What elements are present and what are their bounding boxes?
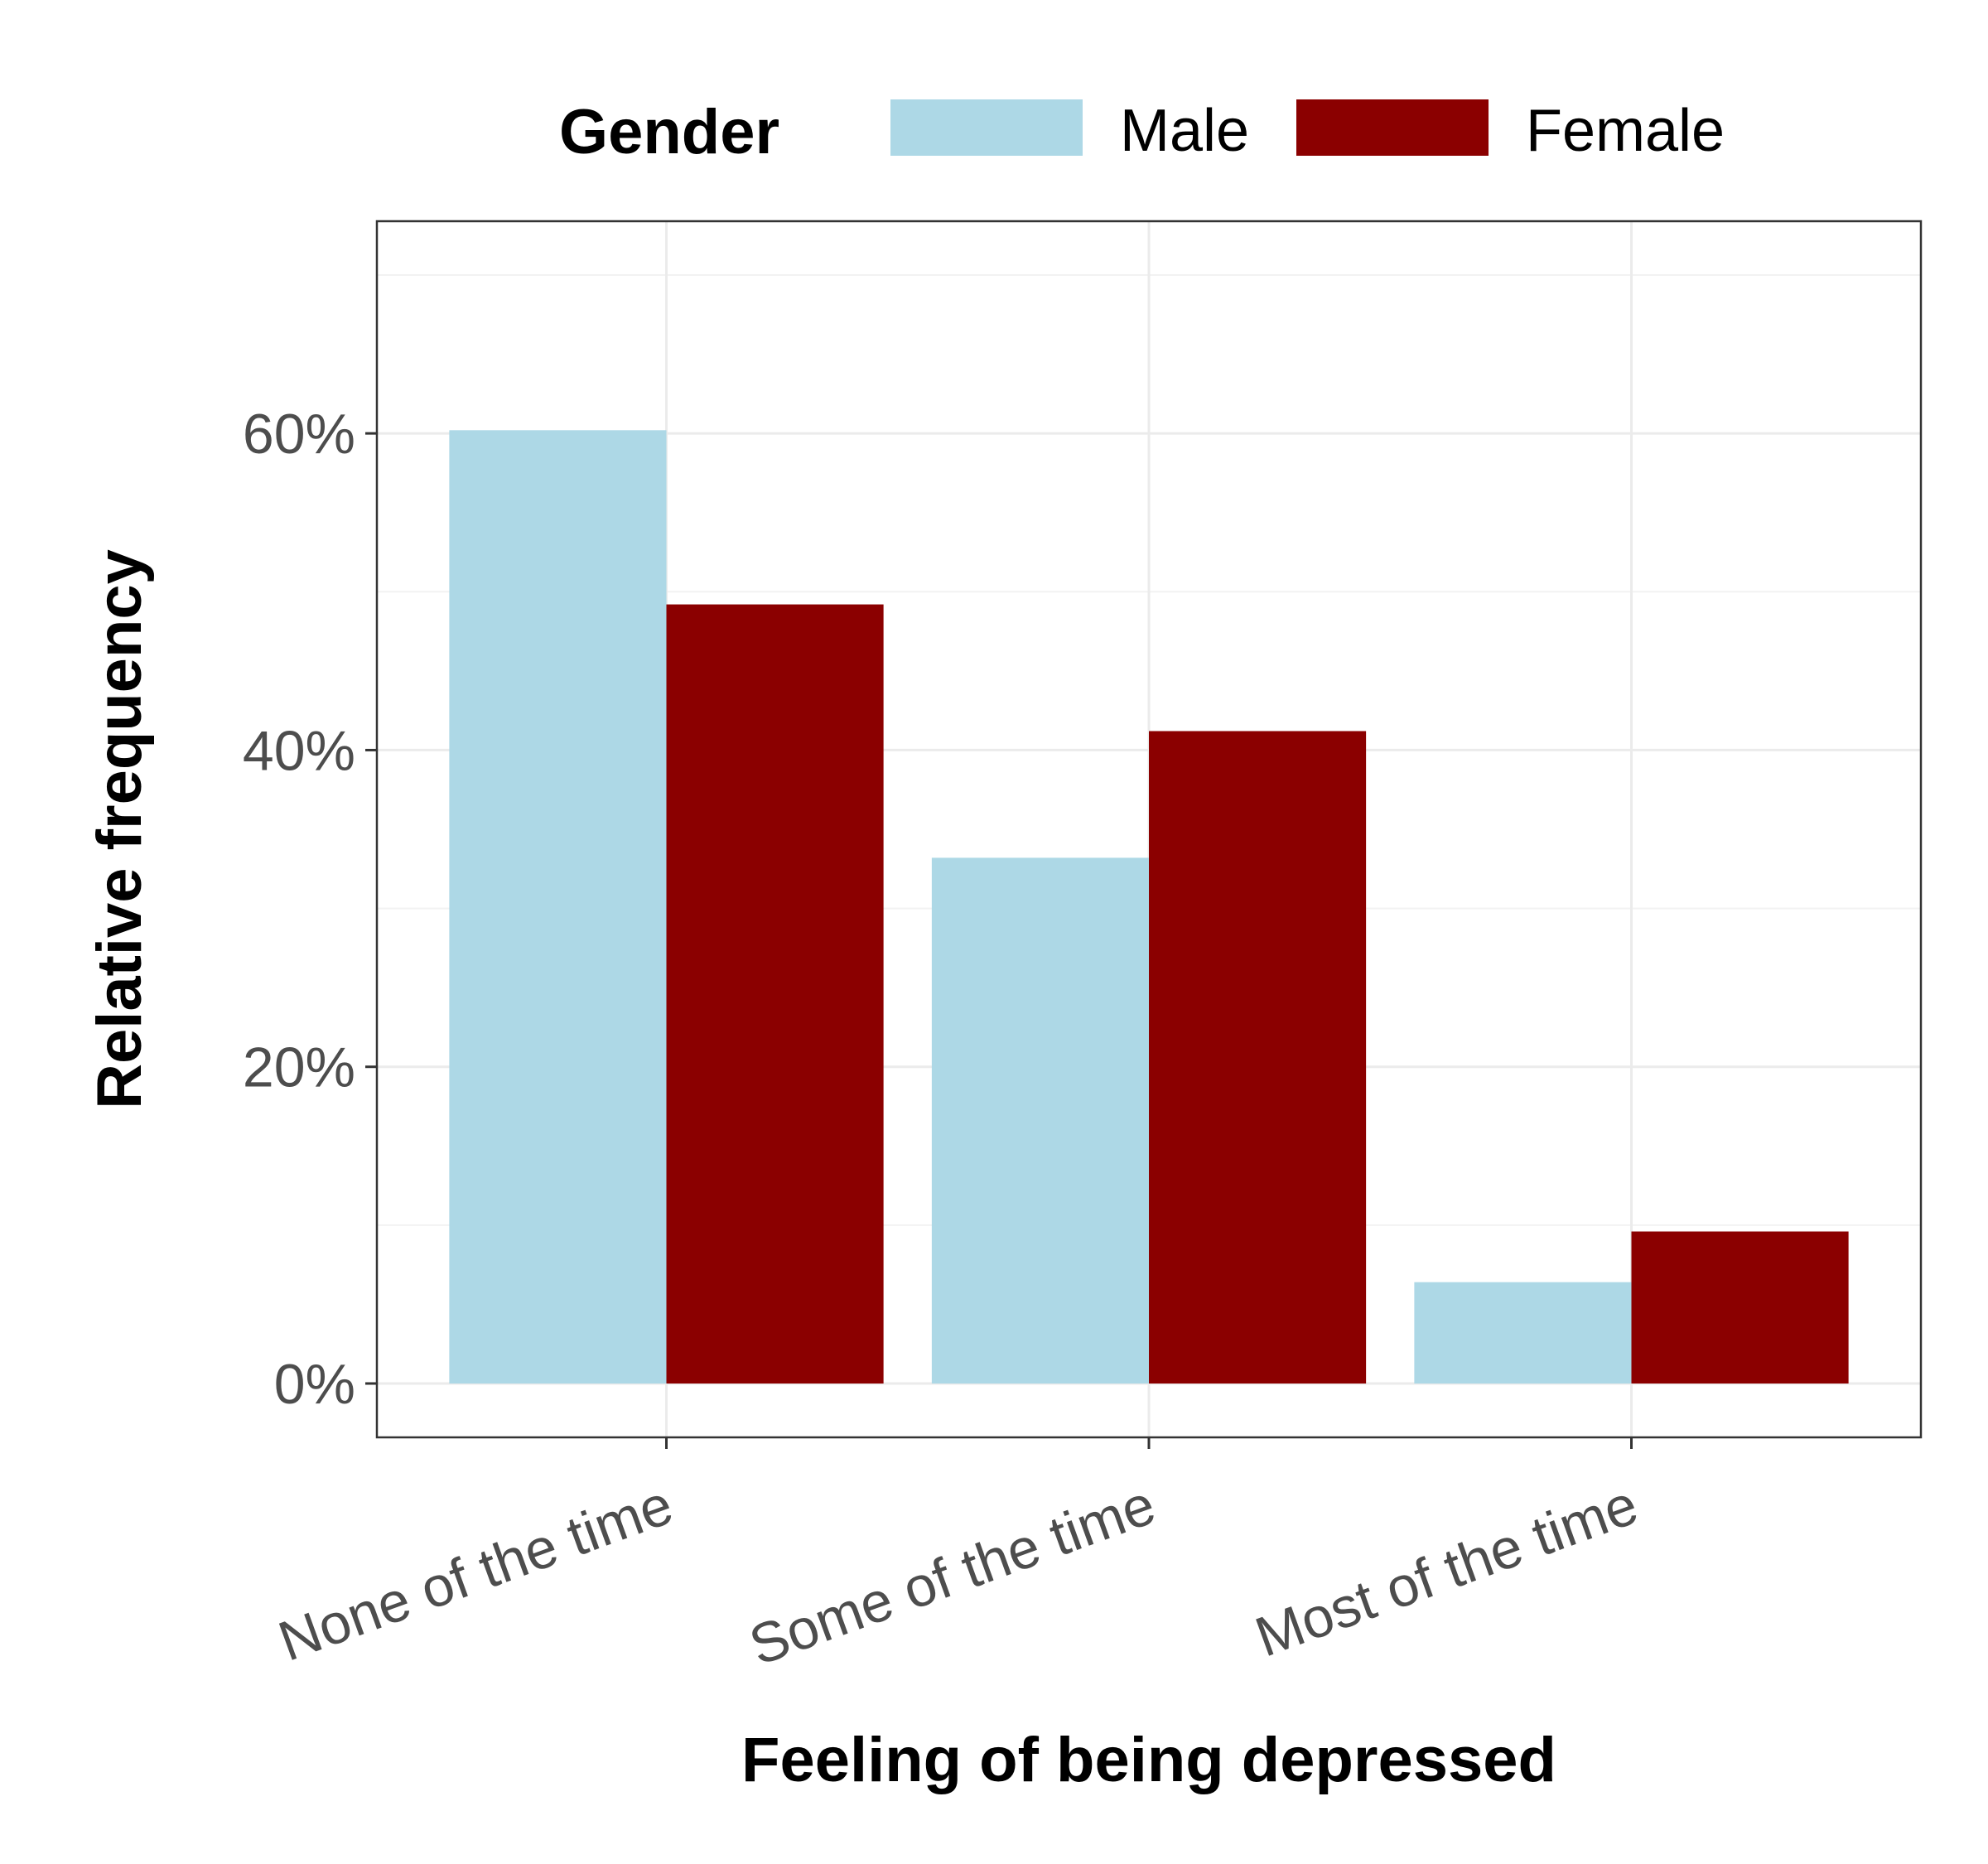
x-axis-title: Feeling of being depressed: [741, 1725, 1556, 1795]
bars-layer: [449, 430, 1849, 1384]
bar-female-1: [1149, 731, 1367, 1384]
bar-male-0: [449, 430, 667, 1384]
x-tick-label: Some of the time: [741, 1473, 1163, 1678]
x-tick-label: Most of the time: [1247, 1473, 1646, 1669]
y-tick-label: 60%: [243, 403, 355, 466]
y-tick-label: 20%: [243, 1036, 355, 1099]
bar-male-1: [931, 857, 1149, 1384]
legend: Gender Male Female: [559, 97, 1725, 167]
y-tick-label: 40%: [243, 719, 355, 782]
ticks-layer: [365, 432, 1633, 1449]
y-axis-title: Relative frequency: [84, 549, 155, 1109]
legend-key-female: [1296, 99, 1489, 156]
y-tick-label: 0%: [274, 1353, 355, 1416]
bar-male-2: [1414, 1282, 1632, 1384]
legend-label-female: Female: [1526, 98, 1725, 164]
legend-label-male: Male: [1120, 98, 1249, 164]
legend-key-male: [890, 99, 1083, 156]
bar-female-2: [1631, 1231, 1849, 1384]
x-tick-label: None of the time: [271, 1473, 681, 1673]
bar-female-0: [666, 604, 884, 1384]
legend-title: Gender: [559, 97, 779, 167]
